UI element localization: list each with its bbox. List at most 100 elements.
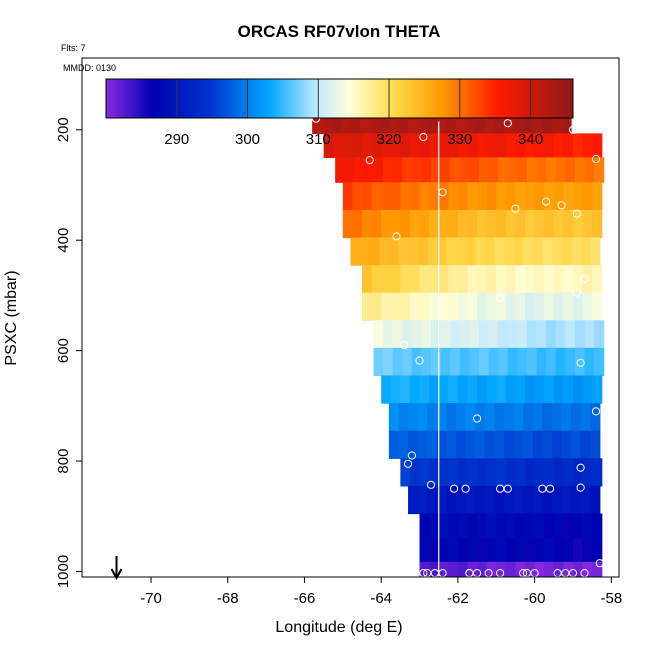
heatmap-cell <box>542 113 553 134</box>
heatmap-cell <box>536 157 547 183</box>
heatmap-cell <box>526 320 538 349</box>
heatmap-cell <box>362 292 373 321</box>
heatmap-cell <box>379 113 390 134</box>
heatmap-cell <box>496 538 507 563</box>
heatmap-cell <box>496 182 507 211</box>
heatmap-cell <box>486 538 497 563</box>
heatmap-cell <box>400 375 411 404</box>
heatmap-cell <box>392 157 403 183</box>
heatmap-cell <box>553 375 564 404</box>
heatmap-cell <box>477 561 488 577</box>
heatmap-cell <box>553 265 564 294</box>
heatmap-cell <box>440 347 451 377</box>
heatmap-cell <box>517 347 528 377</box>
heatmap-cell <box>344 157 355 183</box>
heatmap-cell <box>354 157 365 183</box>
heatmap-cell <box>409 265 421 294</box>
heatmap-cell <box>503 237 515 266</box>
heatmap-cell <box>525 538 536 563</box>
heatmap-cell <box>534 561 545 577</box>
heatmap-cell <box>455 403 467 432</box>
y-tick-label: 800 <box>55 449 72 474</box>
heatmap-cell <box>532 485 543 515</box>
heatmap-cell <box>525 292 536 321</box>
heatmap-cell <box>561 403 572 432</box>
heatmap-cell <box>582 561 593 577</box>
heatmap-cell <box>467 561 478 577</box>
heatmap-cell <box>369 237 380 266</box>
heatmap-cell <box>553 538 564 563</box>
heatmap-cell <box>419 133 430 158</box>
heatmap-cell <box>546 320 557 349</box>
heatmap-cell <box>477 209 488 239</box>
heatmap-cell <box>438 375 449 404</box>
heatmap-cell <box>469 320 480 349</box>
heatmap-cell <box>517 157 528 183</box>
heatmap-cell <box>515 265 526 294</box>
heatmap-cell <box>350 113 361 134</box>
observation-point <box>576 463 585 472</box>
heatmap-cell <box>507 320 518 349</box>
heatmap-cell <box>515 182 526 211</box>
colorbar-tick-label: 340 <box>518 131 543 148</box>
heatmap-cell <box>448 209 459 239</box>
heatmap-cell <box>544 561 555 577</box>
heatmap-cell <box>592 458 603 487</box>
heatmap-cell <box>457 182 469 211</box>
heatmap-cell <box>523 403 534 432</box>
heatmap-cell <box>505 375 517 404</box>
heatmap-cell <box>515 513 526 539</box>
heatmap-cell <box>488 157 499 183</box>
heatmap-cell <box>592 182 603 211</box>
heatmap-cell <box>459 320 471 349</box>
heatmap-cell <box>436 113 447 134</box>
observation-point <box>503 484 512 493</box>
heatmap-cell <box>590 403 601 432</box>
heatmap-cell <box>553 513 564 539</box>
heatmap-cell <box>388 237 400 266</box>
heatmap-cell <box>409 209 421 239</box>
heatmap-cell <box>503 403 515 432</box>
heatmap-cell <box>429 513 440 539</box>
heatmap-cell <box>438 133 449 158</box>
heatmap-cell <box>484 237 495 266</box>
heatmap-cell <box>525 561 536 577</box>
heatmap-cell <box>467 513 478 539</box>
x-axis: -70 -68 -66 -64 -62 -60 -58 <box>140 577 622 607</box>
heatmap-cell <box>429 133 440 158</box>
heatmap-cell <box>525 209 536 239</box>
heatmap-cell <box>572 561 584 577</box>
heatmap-cell <box>459 347 471 377</box>
heatmap-cell <box>582 292 593 321</box>
heatmap-cell <box>448 133 459 158</box>
heatmap-cell <box>446 430 457 459</box>
heatmap-cell <box>561 113 572 134</box>
heatmap-cell <box>479 347 490 377</box>
heatmap-cell <box>555 320 566 349</box>
heatmap-cell <box>574 347 586 377</box>
heatmap-cell <box>503 113 515 134</box>
heatmap-cell <box>590 430 601 459</box>
heatmap-cell <box>431 320 442 349</box>
heatmap-cell <box>515 209 526 239</box>
heatmap-cell <box>496 292 507 321</box>
heatmap-cell <box>507 157 518 183</box>
heatmap-cell <box>477 375 488 404</box>
heatmap-cell <box>381 182 392 211</box>
heatmap-cell <box>553 209 564 239</box>
heatmap-cell <box>592 513 603 539</box>
heatmap-cell <box>436 430 447 459</box>
heatmap-cell <box>484 113 495 134</box>
heatmap-cell <box>572 265 584 294</box>
x-tick-label: -68 <box>217 590 239 607</box>
heatmap-cell <box>409 458 421 487</box>
heatmap-cell <box>546 157 557 183</box>
heatmap-cell <box>467 538 478 563</box>
heatmap-cell <box>419 458 430 487</box>
observation-point <box>407 451 416 460</box>
heatmap-cell <box>477 133 488 158</box>
heatmap-cell <box>465 237 476 266</box>
heatmap-cell <box>505 538 517 563</box>
heatmap-cell <box>553 292 564 321</box>
y-tick-label: 600 <box>55 338 72 363</box>
